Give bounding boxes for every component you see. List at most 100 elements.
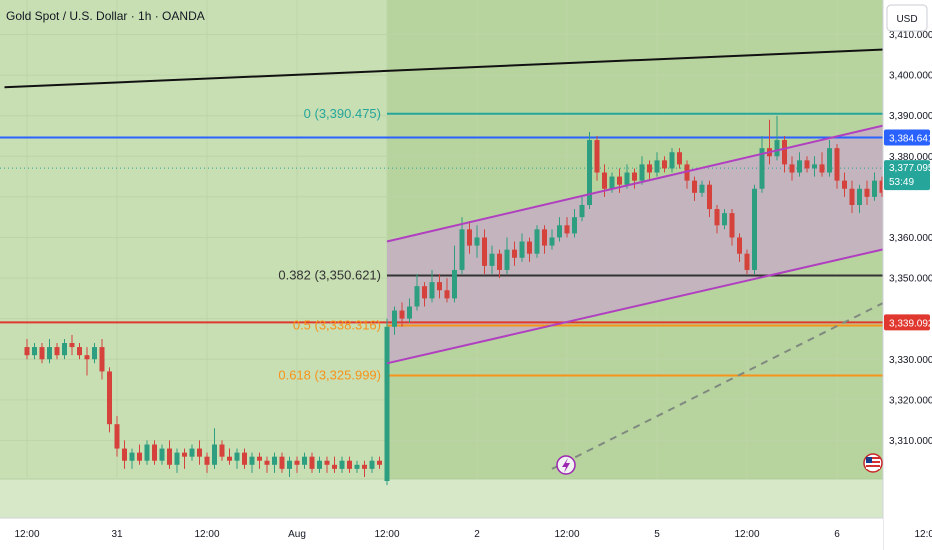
ascending-channel[interactable] (387, 10, 932, 364)
candle-body (174, 452, 180, 465)
lightning-icon[interactable] (556, 455, 576, 475)
candle-body (309, 456, 315, 469)
candle-body (332, 464, 337, 469)
chart-title: Gold Spot / U.S. Dollar · 1h · OANDA (6, 9, 205, 23)
time-tick-label: Aug (288, 529, 306, 540)
candle-body (519, 241, 525, 258)
candle-body (144, 444, 150, 461)
time-tick-label: 12:00 (194, 529, 219, 540)
time-axis[interactable] (0, 518, 883, 550)
candle-body (812, 164, 817, 169)
candle-body (617, 176, 622, 185)
price-tick-label: 3,410.000 (889, 30, 932, 41)
candle-body (594, 140, 600, 173)
resistance-price-badge (884, 129, 930, 146)
candle-body (129, 452, 135, 461)
candle-body (647, 164, 652, 173)
fib-label: 0.618 (3,325.999) (278, 367, 381, 382)
candle-body (437, 282, 442, 291)
candle-body (377, 460, 382, 465)
candle-body (774, 140, 780, 157)
price-levels (0, 112, 932, 377)
time-tick-label: 12:00 (554, 529, 579, 540)
price-tick-label: 3,350.000 (889, 274, 932, 285)
candle-body (219, 444, 225, 457)
us-flag-icon[interactable] (863, 453, 883, 473)
price-tick-label: 3,400.000 (889, 71, 932, 82)
candle-body (752, 188, 757, 270)
candle-body (527, 241, 532, 254)
candle-body (69, 343, 75, 348)
candle-body (407, 306, 412, 319)
support-price-value: 3,339.092 (889, 318, 932, 329)
price-axis[interactable] (883, 0, 932, 518)
fib-label: 0.382 (3,350.621) (278, 268, 381, 283)
candle-body (212, 444, 217, 465)
candle-body (399, 310, 405, 319)
candle-body (444, 290, 450, 299)
candle-body (699, 184, 705, 193)
price-badges: 3,384.641 3,339.092 3,377.095 53:49 (884, 129, 932, 331)
resistance-trendline[interactable] (4, 14, 932, 89)
candle-body (354, 464, 360, 469)
candle-body (84, 355, 90, 360)
candle-body (362, 464, 367, 469)
candle-body (857, 188, 862, 205)
candle-body (497, 253, 502, 270)
candle-body (422, 286, 427, 299)
candle-body (489, 253, 495, 266)
current-price-value: 3,377.095 (889, 163, 932, 174)
candle-body (189, 448, 195, 457)
candle-body (632, 172, 637, 181)
currency-button[interactable] (886, 4, 928, 32)
candle-body (557, 225, 562, 238)
candles (24, 115, 930, 486)
candle-body (669, 152, 675, 169)
candle-body (122, 448, 127, 461)
channel-lower-line[interactable] (386, 136, 932, 365)
candle-body (459, 229, 465, 270)
candle-body (182, 452, 187, 457)
candle-body (827, 148, 832, 173)
channel-upper-line[interactable] (386, 10, 932, 243)
bar-countdown: 53:49 (889, 177, 914, 188)
candle-body (542, 229, 547, 246)
candle-body (789, 164, 795, 173)
candle-body (369, 460, 375, 469)
candle-body (482, 237, 487, 266)
candle-body (227, 456, 232, 461)
price-tick-label: 3,310.000 (889, 436, 932, 447)
candle-body (467, 229, 472, 246)
candle-body (32, 347, 37, 356)
candle-body (609, 176, 615, 189)
candle-body (549, 237, 555, 246)
candle-body (197, 448, 202, 457)
candle-body (54, 347, 60, 356)
candle-body (504, 249, 510, 270)
candle-body (279, 456, 285, 469)
candle-body (242, 452, 247, 465)
candle-body (639, 164, 645, 181)
currency-button-label: USD (896, 14, 917, 25)
candle-body (249, 456, 255, 465)
candle-body (347, 460, 352, 469)
price-tick-label: 3,380.000 (889, 152, 932, 163)
candle-body (339, 460, 345, 469)
candle-body (572, 217, 577, 234)
candle-body (107, 371, 112, 425)
candle-body (782, 140, 787, 165)
candle-body (392, 310, 397, 327)
candle-body (152, 444, 157, 461)
candle-body (662, 160, 667, 169)
price-tick-label: 3,390.000 (889, 111, 932, 122)
candle-body (744, 253, 750, 270)
candle-body (452, 269, 457, 299)
candle-body (114, 424, 120, 449)
candle-body (92, 347, 97, 360)
current-price-badge (884, 160, 930, 191)
candle-body (384, 326, 390, 482)
support-price-badge (884, 314, 930, 331)
candle-body (872, 180, 877, 197)
